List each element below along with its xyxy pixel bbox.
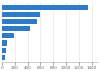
Bar [2,47,6,53]
Bar [2,19,37,24]
Bar [2,55,5,60]
Bar [2,40,7,46]
Bar [2,5,88,10]
Bar [2,26,30,31]
Bar [2,12,40,17]
Bar [2,33,14,38]
